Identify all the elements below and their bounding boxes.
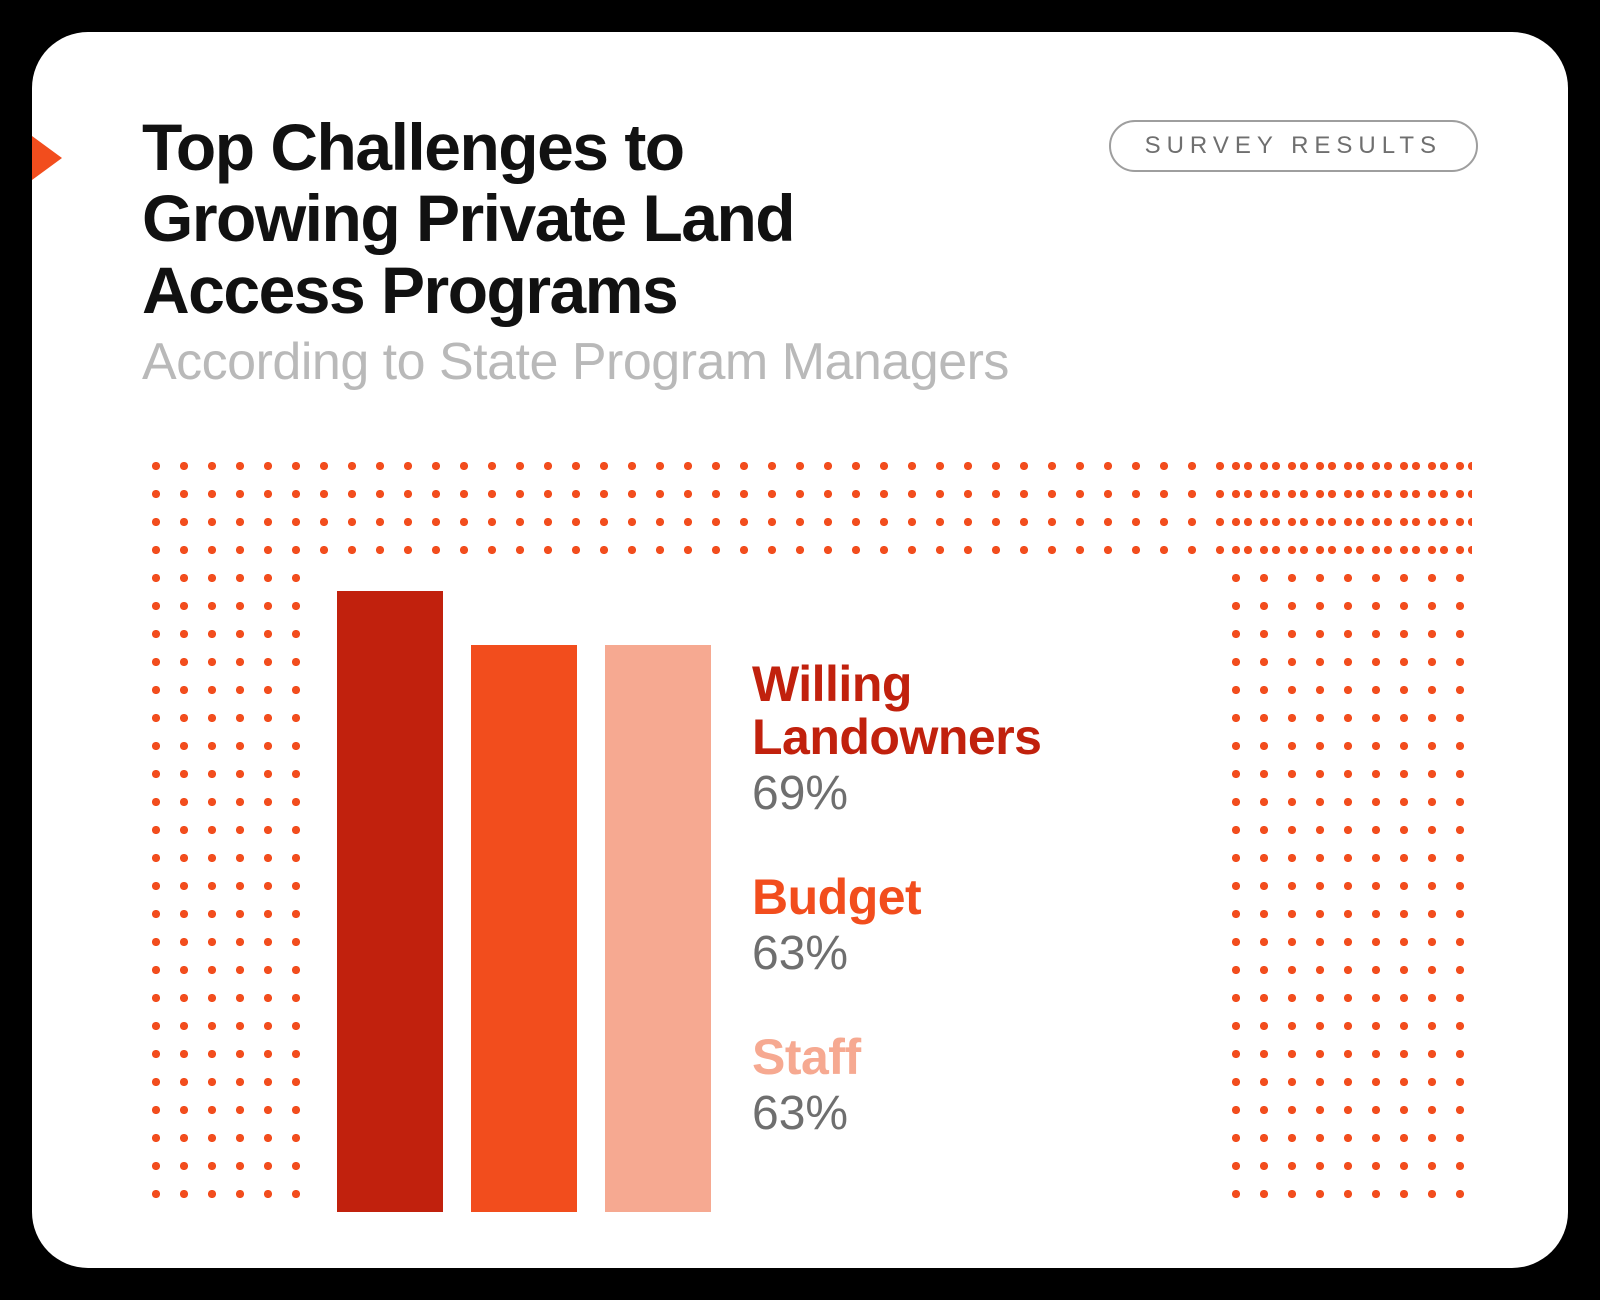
legend-item: Budget63% [752, 871, 1172, 981]
legend-item: Willing Landowners69% [752, 658, 1172, 821]
chart: Willing Landowners69%Budget63%Staff63% [32, 452, 1478, 1212]
legend-label: Willing Landowners [752, 658, 1172, 764]
card: SURVEY RESULTS Top Challenges to Growing… [32, 32, 1568, 1268]
chart-title: Top Challenges to Growing Private Land A… [142, 112, 942, 326]
dot-grid-left [142, 452, 312, 1212]
legend-item: Staff63% [752, 1031, 1172, 1141]
bar [337, 591, 443, 1212]
bar [471, 645, 577, 1212]
legend-value: 63% [752, 926, 1172, 981]
legend-label: Staff [752, 1031, 1172, 1084]
dot-grid-right [1222, 452, 1472, 1212]
legend-value: 63% [752, 1086, 1172, 1141]
legend-label: Budget [752, 871, 1172, 924]
chart-subtitle: According to State Program Managers [142, 332, 1478, 392]
bar [605, 645, 711, 1212]
bar-group [337, 492, 711, 1212]
survey-results-badge: SURVEY RESULTS [1109, 120, 1478, 172]
header: SURVEY RESULTS Top Challenges to Growing… [32, 112, 1478, 392]
legend: Willing Landowners69%Budget63%Staff63% [752, 658, 1172, 1141]
legend-value: 69% [752, 766, 1172, 821]
